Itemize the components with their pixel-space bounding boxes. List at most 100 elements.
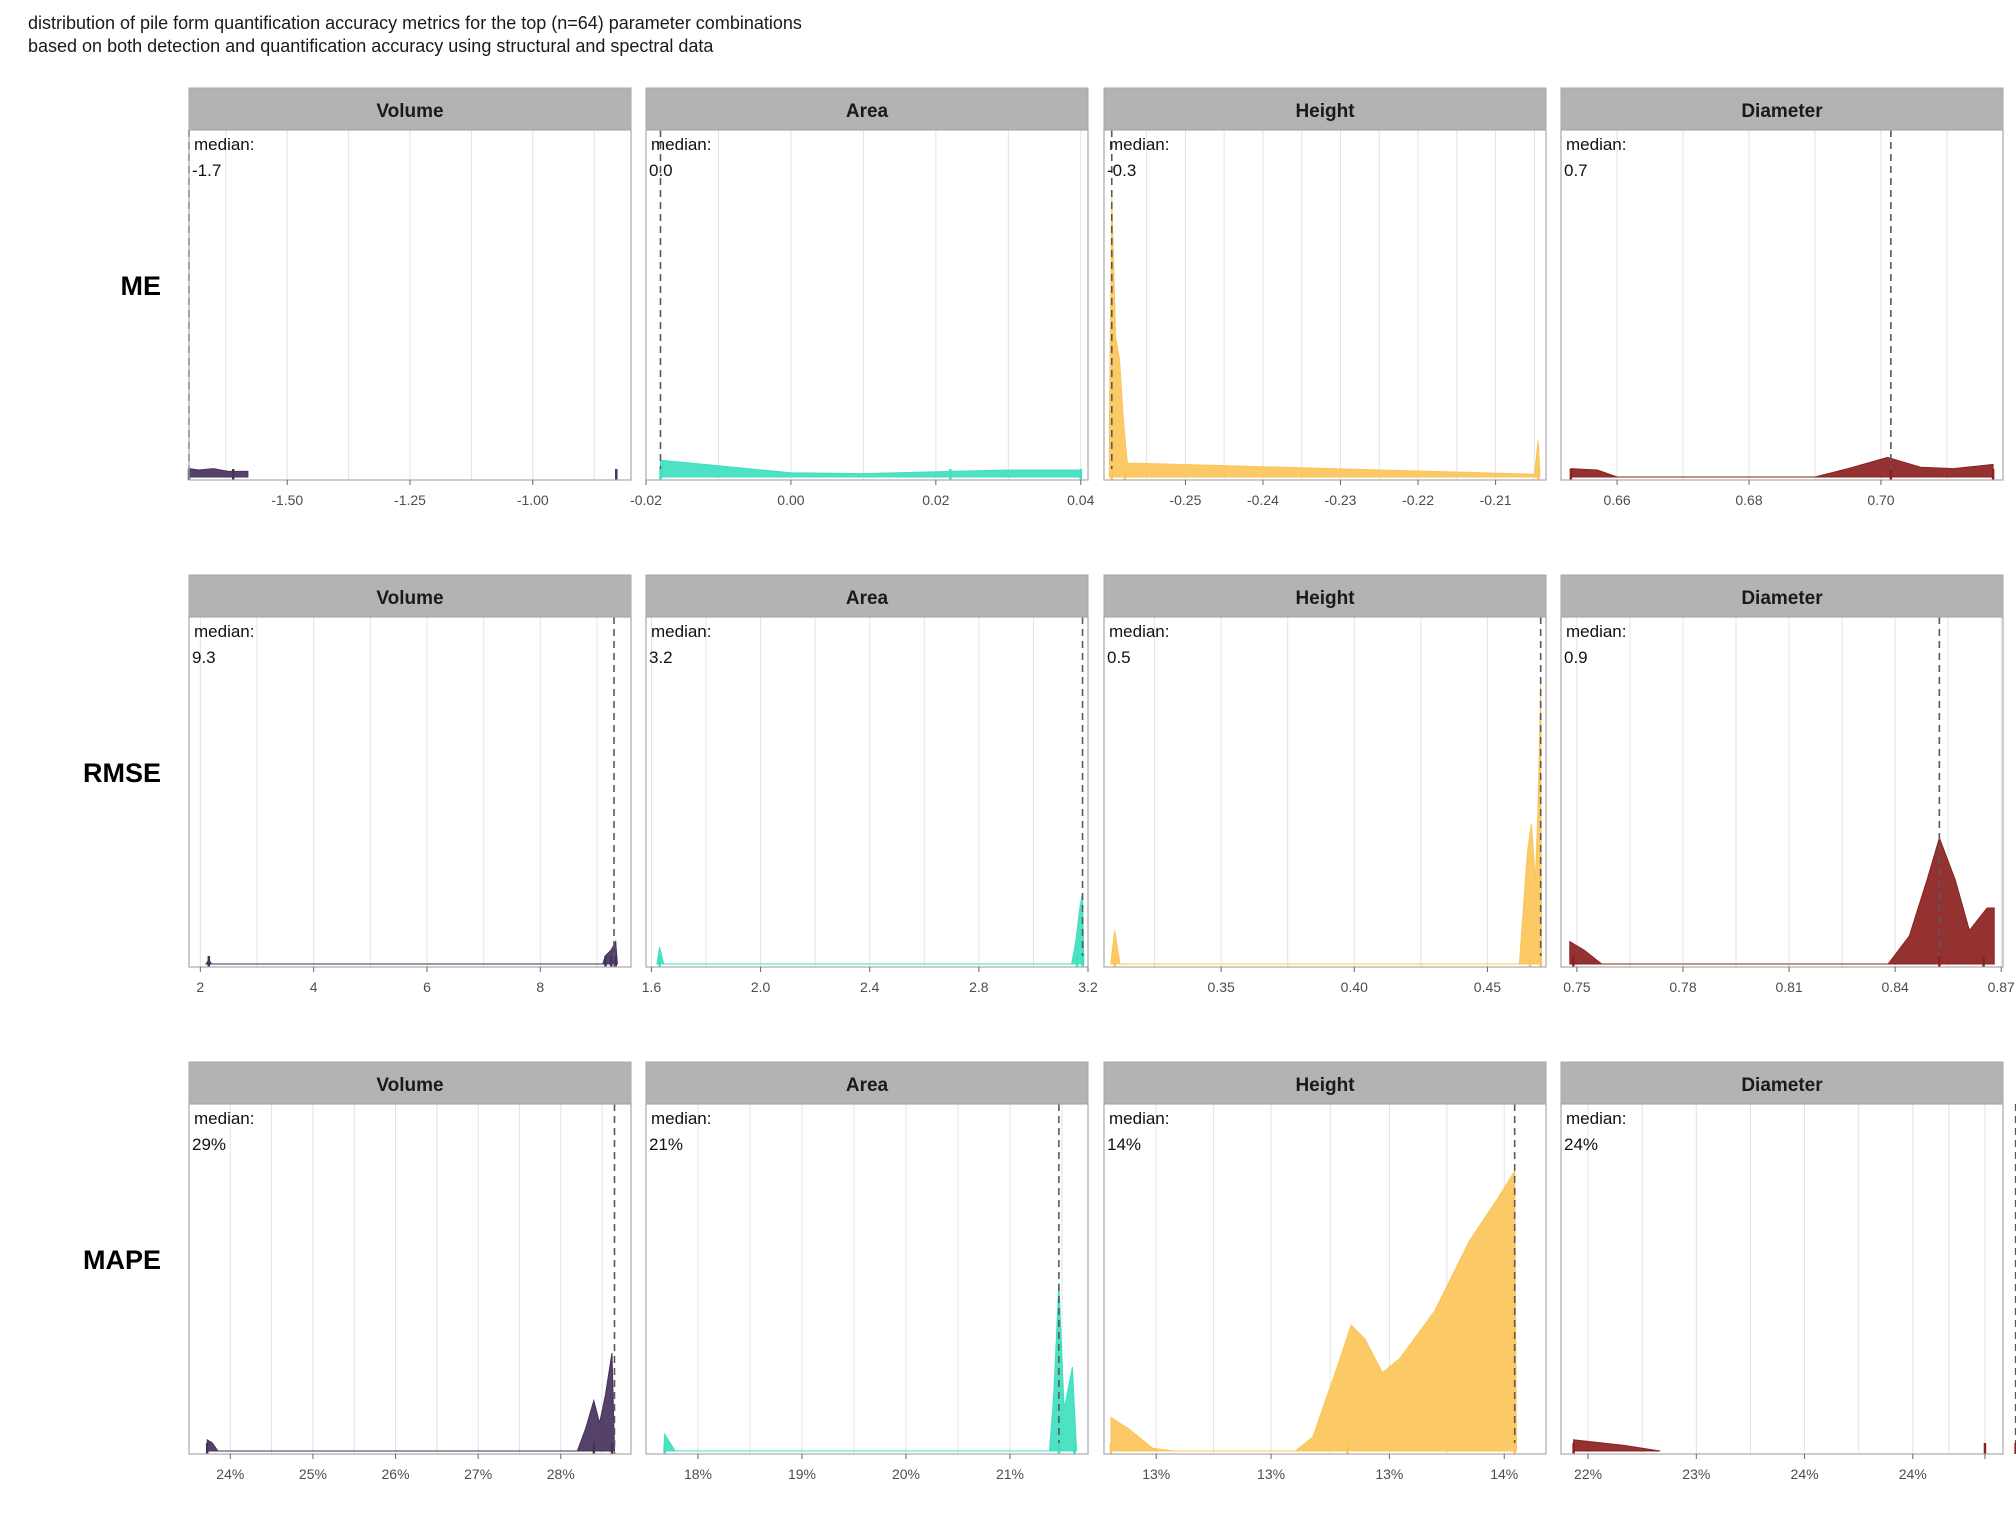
panel-border [1560,129,2004,481]
row-label-me: ME [121,271,162,301]
panel-mape-area: Area median: 21% 18% 19% 20% 21% [645,1061,1089,1482]
x-tick-label: 14% [1490,1466,1518,1482]
panel-border [1103,1103,1547,1455]
median-annotation: median: -1.7 [192,135,254,180]
panel-me-diameter: Diameter median: 0.7 0.66 0.68 0.70 [1560,87,2004,508]
facet-strip-label: Diameter [1741,1075,1823,1096]
facet-strip-label: Height [1295,101,1355,122]
x-tick-label: -0.24 [1247,492,1279,508]
x-tick-label: 3.2 [1078,979,1098,995]
x-tick-label: 2.0 [751,979,771,995]
facet-strip [188,1061,632,1105]
chart-subtitle: distribution of pile form quantification… [28,13,802,56]
facet-strip [1103,1061,1547,1105]
x-tick-label: -0.02 [630,492,662,508]
median-value: 29% [192,1135,226,1154]
facet-strip [645,87,1089,131]
facet-strip-label: Area [846,1075,889,1096]
facet-strip [1560,1061,2004,1105]
median-prefix: median: [1566,1109,1626,1128]
facet-strip-label: Volume [376,588,443,609]
x-tick-label: 0.70 [1867,492,1894,508]
x-tick-label: 21% [996,1466,1024,1482]
facet-strip [1560,87,2004,131]
density-area [1110,1169,1517,1452]
median-value: 0.0 [649,161,673,180]
median-prefix: median: [651,622,711,641]
x-tick-label: 0.78 [1669,979,1696,995]
panel-rmse-diameter: Diameter median: 0.9 0.75 0.78 0.81 0.84 0.87 [1560,574,2015,995]
x-tick-label: 0.40 [1341,979,1368,995]
facet-strip-label: Volume [376,1075,443,1096]
plot-area [1104,617,1546,967]
median-prefix: median: [194,135,254,154]
facet-strip [645,1061,1089,1105]
median-value: 9.3 [192,648,216,667]
plot-area [646,1104,1088,1454]
facet-strip-label: Volume [376,101,443,122]
median-annotation: median: 0.0 [649,135,711,180]
x-tick-label: -0.21 [1480,492,1512,508]
facet-strip [1103,87,1547,131]
x-tick-label: 4 [310,979,318,995]
plot-area [1561,130,2003,480]
panel-border [188,1103,632,1455]
density-area [1570,456,1994,478]
median-prefix: median: [194,1109,254,1128]
x-tick-label: 20% [892,1466,920,1482]
x-tick-label: 13% [1257,1466,1285,1482]
x-tick-label: 2 [196,979,204,995]
plot-area [189,617,631,967]
x-tick-label: 2.4 [860,979,880,995]
x-tick-label: -0.25 [1169,492,1201,508]
panel-mape-height: Height median: 14% 13% 13% 13% 14% [1103,1061,1547,1482]
median-value: 0.7 [1564,161,1588,180]
panel-border [645,129,1089,481]
median-annotation: median: 9.3 [192,622,254,667]
panel-border [645,1103,1089,1455]
x-tick-label: 0.66 [1603,492,1630,508]
panel-border [1560,1103,2004,1455]
x-tick-label: 0.45 [1474,979,1501,995]
density-area [1569,836,1995,965]
plot-area [646,130,1088,480]
facet-strip-label: Height [1295,1075,1355,1096]
panel-rmse-area: Area median: 3.2 1.6 2.0 2.4 2.8 3.2 [642,574,1098,995]
median-value: -1.7 [192,161,221,180]
x-tick-label: 27% [464,1466,492,1482]
x-tick-label: 18% [684,1466,712,1482]
panel-border [1103,616,1547,968]
median-prefix: median: [1566,622,1626,641]
x-tick-label: 0.75 [1563,979,1590,995]
plot-area [646,617,1088,967]
row-label-rmse: RMSE [83,758,161,788]
panel-border [1560,616,2004,968]
x-tick-label: 13% [1375,1466,1403,1482]
median-value: -0.3 [1107,161,1136,180]
facet-strip-label: Diameter [1741,101,1823,122]
x-tick-label: -0.22 [1402,492,1434,508]
facet-strip-label: Diameter [1741,588,1823,609]
facet-strip-label: Area [846,101,889,122]
x-tick-label: -1.00 [517,492,549,508]
x-tick-label: 0.00 [777,492,804,508]
x-tick-label: 28% [547,1466,575,1482]
median-value: 0.9 [1564,648,1588,667]
median-value: 14% [1107,1135,1141,1154]
median-annotation: median: -0.3 [1107,135,1169,180]
panel-me-volume: Volume median: -1.7 -1.50 -1.25 -1.00 [187,87,632,508]
x-tick-label: 1.6 [642,979,662,995]
x-tick-label: 8 [536,979,544,995]
plot-area [1104,130,1546,480]
density-area [1108,196,1541,478]
x-tick-label: 2.8 [969,979,989,995]
x-tick-label: 0.81 [1775,979,1802,995]
panel-rmse-volume: Volume median: 9.3 2 4 6 8 [188,574,632,995]
median-prefix: median: [651,1109,711,1128]
plot-area [1561,1104,2003,1454]
panel-border [1103,129,1547,481]
median-value: 3.2 [649,648,673,667]
median-value: 24% [1564,1135,1598,1154]
median-prefix: median: [1566,135,1626,154]
density-area [206,1352,616,1452]
